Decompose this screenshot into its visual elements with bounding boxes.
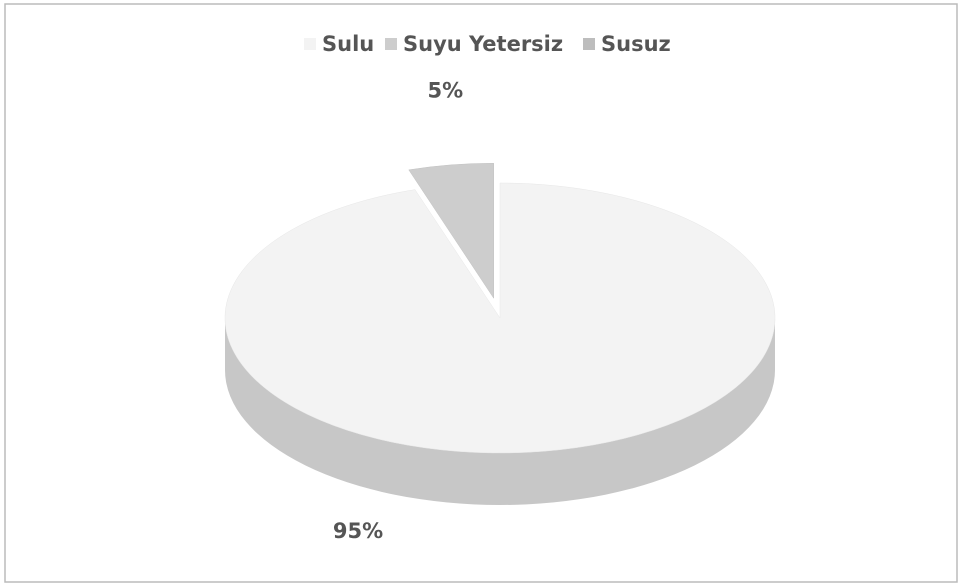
data-label: 5%: [428, 79, 464, 103]
slice: [408, 162, 494, 300]
legend-swatch: [583, 38, 595, 50]
data-label: 95%: [333, 519, 383, 543]
legend-label: Suyu Yetersiz: [403, 32, 563, 56]
legend-swatch: [304, 38, 316, 50]
slice: [224, 182, 776, 454]
legend-label: Sulu: [322, 32, 374, 56]
slice-wall: [225, 318, 775, 505]
legend-label: Susuz: [601, 32, 671, 56]
legend-swatch: [385, 38, 397, 50]
